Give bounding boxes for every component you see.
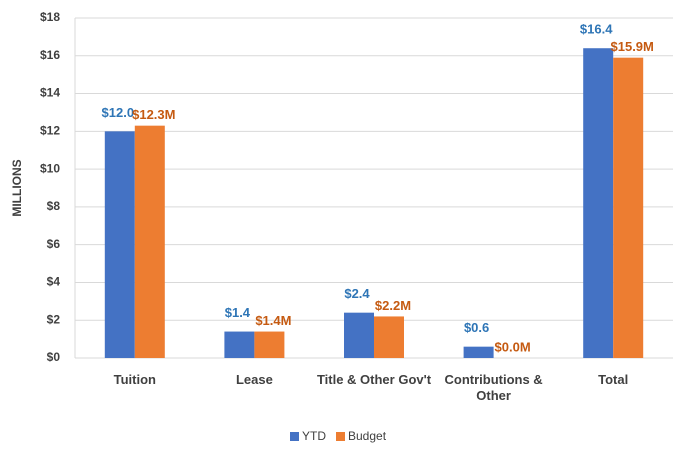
bar <box>374 316 404 358</box>
bar <box>463 346 494 358</box>
bar <box>104 131 135 358</box>
value-label: $0.6 <box>464 320 489 335</box>
bar <box>254 331 285 358</box>
y-tick-label: $18 <box>40 10 60 24</box>
legend-swatch <box>336 432 345 441</box>
x-tick-label: Contributions & Other <box>444 372 543 403</box>
value-label: $15.9M <box>611 39 654 54</box>
y-tick-label: $6 <box>47 237 61 251</box>
value-label: $2.2M <box>375 298 411 313</box>
legend-label: YTD <box>302 429 326 443</box>
y-tick-label: $2 <box>47 312 61 326</box>
x-tick-label: Title & Other Gov't <box>316 372 432 387</box>
bar <box>134 125 165 359</box>
bar <box>344 312 374 358</box>
y-tick-label: $10 <box>40 161 60 175</box>
y-tick-label: $8 <box>47 199 61 213</box>
legend-swatch <box>290 432 299 441</box>
value-label: $0.0M <box>495 339 531 354</box>
value-label: $2.4 <box>344 286 370 301</box>
value-label: $12.3M <box>132 107 175 122</box>
legend-label: Budget <box>348 429 387 443</box>
x-tick-label: Tuition <box>113 372 156 387</box>
y-tick-label: $16 <box>40 48 60 62</box>
x-tick-label: Lease <box>235 372 273 387</box>
y-axis-label: MILLIONS <box>10 159 24 216</box>
value-label: $16.4 <box>580 22 613 37</box>
bar <box>583 48 614 358</box>
y-tick-label: $14 <box>40 86 60 100</box>
value-label: $1.4M <box>255 313 291 328</box>
y-tick-label: $4 <box>47 275 61 289</box>
bar <box>613 57 644 359</box>
x-tick-label: Total <box>598 372 629 387</box>
value-label: $12.0 <box>102 105 135 120</box>
y-tick-label: $12 <box>40 124 60 138</box>
bar <box>224 331 255 358</box>
y-tick-label: $0 <box>47 350 61 364</box>
value-label: $1.4 <box>225 305 251 320</box>
